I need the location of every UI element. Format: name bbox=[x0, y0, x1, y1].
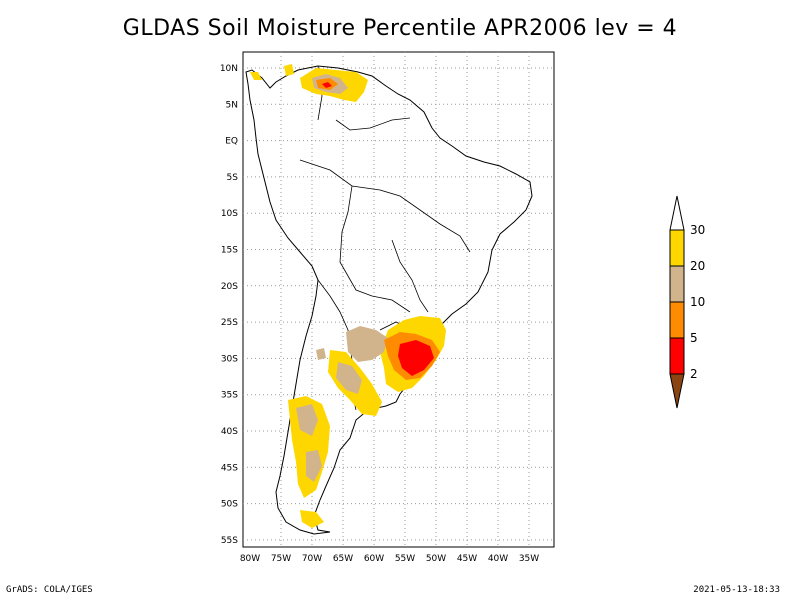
lat-tick-label: 15S bbox=[221, 246, 238, 256]
longitude-tick-labels: 80W 75W 70W 65W 60W 55W 50W 45W 40W 35W bbox=[240, 554, 539, 564]
lat-tick-label: 10S bbox=[221, 209, 238, 219]
map-title: GLDAS Soil Moisture Percentile APR2006 l… bbox=[122, 16, 678, 41]
soil-moisture-shading bbox=[250, 64, 446, 528]
footer-timestamp: 2021-05-13-18:33 bbox=[693, 585, 780, 595]
map-frame bbox=[242, 51, 555, 548]
legend-colorbar: 30 20 10 5 2 bbox=[669, 195, 705, 409]
coastline bbox=[245, 65, 533, 535]
legend-swatch bbox=[669, 337, 685, 375]
lat-tick-label: 20S bbox=[221, 282, 238, 292]
legend-label: 5 bbox=[690, 331, 698, 345]
latitude-tick-labels: 10N 5N EQ 5S 10S 15S 20S 25S 30S 35S 40S 45S 50S 55S bbox=[220, 64, 238, 546]
map-gridlines bbox=[243, 52, 554, 547]
legend-swatch bbox=[669, 265, 685, 303]
legend-label: 20 bbox=[690, 259, 705, 273]
patch-tierra-gold bbox=[300, 510, 324, 528]
lat-tick-label: 5S bbox=[227, 173, 239, 183]
lat-tick-label: 5N bbox=[226, 100, 238, 110]
patch-patagonia-tan2 bbox=[306, 450, 322, 482]
lon-tick-label: 75W bbox=[271, 554, 291, 564]
lon-tick-label: 65W bbox=[333, 554, 353, 564]
legend-bottom-arrow bbox=[669, 373, 685, 409]
lon-tick-label: 70W bbox=[302, 554, 322, 564]
lat-tick-label: 25S bbox=[221, 318, 238, 328]
lat-tick-label: EQ bbox=[225, 137, 238, 147]
legend-label: 10 bbox=[690, 295, 705, 309]
legend-top-arrow bbox=[669, 195, 685, 231]
legend-swatch bbox=[669, 229, 685, 267]
legend-label: 2 bbox=[690, 367, 698, 381]
lon-tick-label: 60W bbox=[364, 554, 384, 564]
lat-tick-label: 45S bbox=[221, 463, 238, 473]
patch-se-red bbox=[398, 340, 434, 376]
lat-tick-label: 10N bbox=[220, 64, 238, 74]
lat-tick-label: 40S bbox=[221, 427, 238, 437]
legend-swatch bbox=[669, 301, 685, 339]
lon-tick-label: 35W bbox=[519, 554, 539, 564]
patch-north-red bbox=[322, 82, 332, 88]
patch-se-tan bbox=[346, 326, 388, 362]
south-america-coastline bbox=[245, 65, 533, 535]
lon-tick-label: 80W bbox=[240, 554, 260, 564]
patch-arg-small-orange bbox=[316, 348, 326, 360]
lat-tick-label: 35S bbox=[221, 391, 238, 401]
patch-nw-gold bbox=[284, 64, 294, 76]
lon-tick-label: 55W bbox=[395, 554, 415, 564]
lon-tick-label: 50W bbox=[426, 554, 446, 564]
lon-tick-label: 45W bbox=[457, 554, 477, 564]
patch-nw-gold2 bbox=[250, 72, 262, 80]
patch-patagonia-tan bbox=[296, 404, 318, 436]
lat-tick-label: 30S bbox=[221, 354, 238, 364]
lon-tick-label: 40W bbox=[488, 554, 508, 564]
patch-arg-tan bbox=[336, 362, 362, 394]
lat-tick-label: 55S bbox=[221, 536, 238, 546]
legend-label: 30 bbox=[690, 223, 705, 237]
footer-credit: GrADS: COLA/IGES bbox=[6, 585, 93, 595]
lat-tick-label: 50S bbox=[221, 500, 238, 510]
